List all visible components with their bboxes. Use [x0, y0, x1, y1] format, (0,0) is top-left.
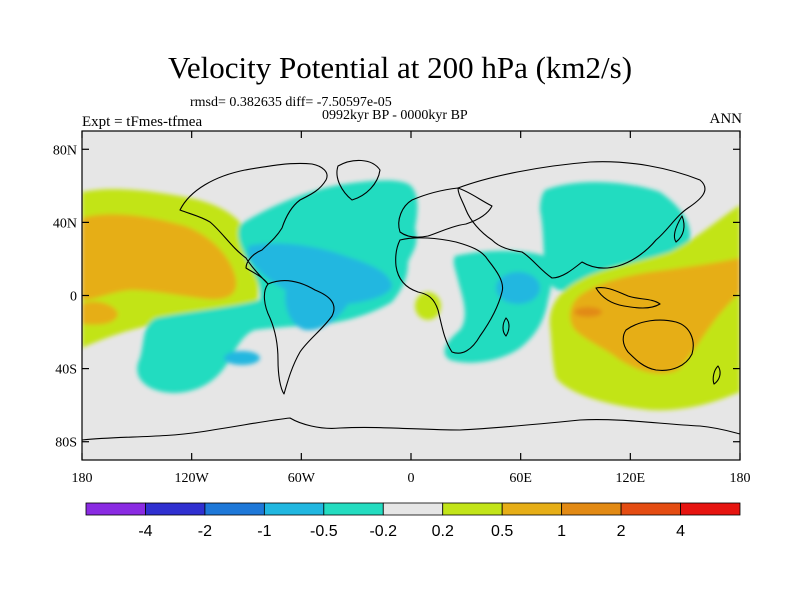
time-period-label: 0992kyr BP - 0000kyr BP — [322, 108, 468, 123]
colorbar-label: -2 — [198, 523, 212, 540]
lon-tick-label: 120E — [616, 471, 646, 486]
lon-tick-label: 120W — [175, 471, 210, 486]
colorbar-swatch — [85, 502, 146, 516]
contour-field — [82, 159, 740, 441]
colorbar-swatch — [382, 502, 444, 516]
colorbar-label: 0.5 — [491, 523, 513, 540]
season-label: ANN — [709, 111, 743, 127]
lat-tick-label: 40S — [55, 363, 77, 378]
maritime-continent-coast — [595, 287, 661, 309]
lon-tick-label: 0 — [408, 471, 415, 486]
lat-tick-label: 80S — [55, 436, 77, 451]
colorbar-label: -4 — [138, 523, 152, 540]
pacific-orange-south — [82, 301, 118, 325]
colorbar-swatch — [501, 502, 563, 516]
north-america-coast — [179, 162, 328, 285]
asia-negative-region — [540, 181, 691, 291]
colorbar-label: -1 — [257, 523, 271, 540]
chart-title: Velocity Potential at 200 hPa (km2/s) — [167, 50, 633, 85]
colorbar-swatch — [442, 502, 503, 516]
colorbar-swatch — [263, 502, 325, 516]
colorbar-swatch — [145, 502, 206, 516]
new-zealand-coast — [712, 365, 721, 385]
asia-coast — [457, 161, 706, 279]
lon-tick-label: 60E — [509, 471, 532, 486]
colorbar-label: 0.2 — [432, 523, 454, 540]
europe-coast — [398, 187, 493, 238]
colorbar-swatch — [323, 502, 384, 516]
madagascar-coast — [502, 317, 510, 337]
south-america-coast — [263, 280, 335, 395]
colorbar: -4 -2 -1 -0.5 -0.2 0.2 0.5 1 2 4 — [85, 502, 741, 540]
atlantic-negative-region — [137, 180, 418, 393]
colorbar-swatch — [680, 502, 741, 516]
americas-blue-region — [248, 243, 392, 331]
greenland-coast — [336, 159, 381, 201]
lon-tick-label: 60W — [288, 471, 316, 486]
africa-blue-core — [496, 272, 540, 304]
indopacific-darkorange-core — [574, 307, 602, 317]
colorbar-swatch — [561, 502, 622, 516]
lat-tick-label: 80N — [53, 143, 77, 158]
lon-tick-label: 180 — [730, 471, 751, 486]
colorbar-label: -0.2 — [369, 523, 397, 540]
pacific-orange-region — [82, 214, 237, 300]
colorbar-label: 2 — [617, 523, 626, 540]
colorbar-swatch — [620, 502, 681, 516]
colorbar-label: 4 — [676, 523, 685, 540]
africa-coast — [395, 237, 504, 354]
lon-tick-label: 180 — [72, 471, 93, 486]
guinea-positive-blob — [415, 292, 441, 320]
australia-coast — [622, 319, 694, 371]
colorbar-swatch — [204, 502, 265, 516]
south-atlantic-blue-blob — [224, 351, 260, 365]
experiment-label: Expt = tFmes-tfmea — [82, 114, 203, 130]
japan-coast — [673, 215, 685, 243]
coastlines — [82, 159, 740, 441]
antarctica-coast — [82, 417, 740, 441]
colorbar-label: -0.5 — [310, 523, 338, 540]
indopacific-orange-region — [570, 258, 740, 374]
axis-ticks: 80N 40N 0 40S 80S 180 120W 60W 0 60E 120E 180 — [53, 131, 751, 486]
colorbar-label: 1 — [557, 523, 566, 540]
lat-tick-label: 0 — [70, 290, 77, 305]
lat-tick-label: 40N — [53, 216, 77, 231]
rmsd-diff-line: rmsd= 0.382635 diff= -7.50597e-05 — [190, 95, 392, 110]
